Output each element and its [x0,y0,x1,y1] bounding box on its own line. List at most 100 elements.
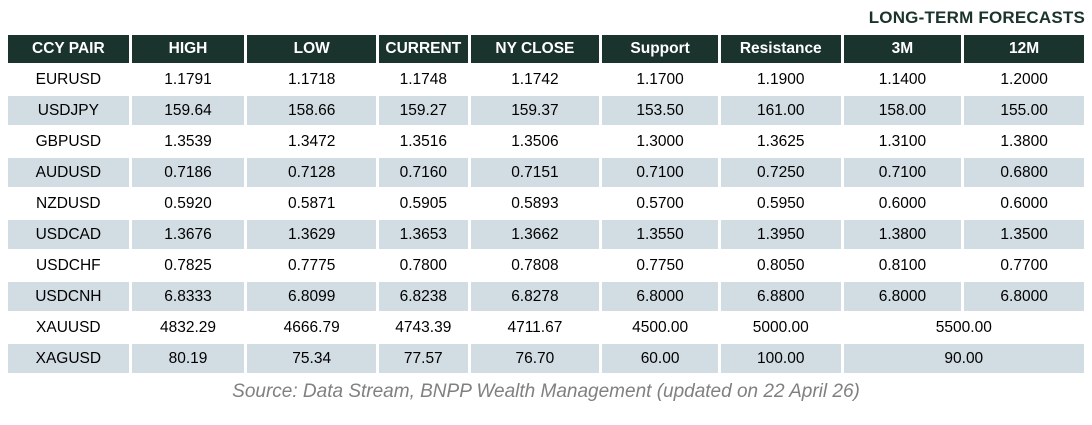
table-row: USDCNH 6.8333 6.8099 6.8238 6.8278 6.8000 6.88… [8,282,1084,311]
value-cell: 1.3653 [379,220,468,249]
value-cell: 161.00 [720,96,841,125]
ccy-pair-cell: AUDUSD [8,158,129,187]
value-cell: 60.00 [602,344,718,373]
column-header-ccy-pair: CCY PAIR [8,35,129,63]
value-cell: 6.8000 [964,282,1084,311]
table-row: GBPUSD 1.3539 1.3472 1.3516 1.3506 1.3000 1.36… [8,127,1084,156]
ccy-pair-cell: NZDUSD [8,189,129,218]
value-cell: 0.5700 [602,189,718,218]
column-header-current: CURRENT [379,35,468,63]
table-row: XAGUSD 80.19 75.34 77.57 76.70 60.00 100.00 90.… [8,344,1084,373]
value-cell: 0.5893 [470,189,600,218]
table-row: NZDUSD 0.5920 0.5871 0.5905 0.5893 0.5700 0.59… [8,189,1084,218]
value-cell: 0.7250 [720,158,841,187]
value-cell: 6.8000 [602,282,718,311]
value-cell: 5000.00 [720,313,841,342]
value-cell: 6.8000 [843,282,962,311]
table-header: CCY PAIR HIGH LOW CURRENT NY CLOSE Suppo… [8,35,1084,63]
value-cell: 0.7800 [379,251,468,280]
value-cell: 0.7151 [470,158,600,187]
value-cell: 0.7808 [470,251,600,280]
value-cell: 1.3625 [720,127,841,156]
value-cell: 1.1748 [379,65,468,94]
value-cell: 0.7775 [247,251,377,280]
value-cell: 0.5950 [720,189,841,218]
column-header-high: HIGH [131,35,245,63]
value-cell: 0.7128 [247,158,377,187]
value-cell: 1.3472 [247,127,377,156]
value-cell: 1.2000 [964,65,1084,94]
ccy-pair-cell: XAUUSD [8,313,129,342]
header-row: CCY PAIR HIGH LOW CURRENT NY CLOSE Suppo… [8,35,1084,63]
column-header-resistance: Resistance [720,35,841,63]
value-cell: 6.8278 [470,282,600,311]
value-cell: 155.00 [964,96,1084,125]
value-cell: 6.8099 [247,282,377,311]
value-cell: 6.8800 [720,282,841,311]
ccy-pair-cell: USDCAD [8,220,129,249]
value-cell: 0.5905 [379,189,468,218]
value-cell: 0.7186 [131,158,245,187]
value-cell: 1.3500 [964,220,1084,249]
table-row: USDCHF 0.7825 0.7775 0.7800 0.7808 0.7750 0.80… [8,251,1084,280]
value-cell: 1.3100 [843,127,962,156]
value-cell: 0.5871 [247,189,377,218]
value-cell: 1.1900 [720,65,841,94]
value-cell: 1.1718 [247,65,377,94]
value-cell: 1.1400 [843,65,962,94]
value-cell: 159.27 [379,96,468,125]
table-row: XAUUSD 4832.29 4666.79 4743.39 4711.67 4500.0… [8,313,1084,342]
page-title: LONG-TERM FORECASTS [868,8,1085,27]
forecast-merged-cell: 90.00 [843,344,1084,373]
table-row: USDJPY 159.64 158.66 159.27 159.37 153.50 161.… [8,96,1084,125]
column-header-ny-close: NY CLOSE [470,35,600,63]
ccy-pair-cell: GBPUSD [8,127,129,156]
value-cell: 158.00 [843,96,962,125]
value-cell: 159.64 [131,96,245,125]
value-cell: 4832.29 [131,313,245,342]
table-body: EURUSD 1.1791 1.1718 1.1748 1.1742 1.1700 1.19… [8,65,1084,373]
column-header-low: LOW [247,35,377,63]
value-cell: 159.37 [470,96,600,125]
value-cell: 0.7750 [602,251,718,280]
forecast-merged-cell: 5500.00 [843,313,1084,342]
value-cell: 0.7100 [602,158,718,187]
ccy-pair-cell: USDJPY [8,96,129,125]
value-cell: 0.6000 [843,189,962,218]
value-cell: 1.3550 [602,220,718,249]
column-header-3m: 3M [843,35,962,63]
ccy-pair-cell: USDCNH [8,282,129,311]
table-row: EURUSD 1.1791 1.1718 1.1748 1.1742 1.1700 1.19… [8,65,1084,94]
value-cell: 80.19 [131,344,245,373]
value-cell: 0.6800 [964,158,1084,187]
value-cell: 1.3676 [131,220,245,249]
value-cell: 4743.39 [379,313,468,342]
value-cell: 0.8100 [843,251,962,280]
value-cell: 0.7825 [131,251,245,280]
value-cell: 6.8333 [131,282,245,311]
value-cell: 0.6000 [964,189,1084,218]
column-header-12m: 12M [964,35,1084,63]
value-cell: 0.7100 [843,158,962,187]
value-cell: 1.3800 [964,127,1084,156]
value-cell: 76.70 [470,344,600,373]
value-cell: 1.3662 [470,220,600,249]
ccy-pair-cell: XAGUSD [8,344,129,373]
value-cell: 100.00 [720,344,841,373]
value-cell: 75.34 [247,344,377,373]
value-cell: 0.8050 [720,251,841,280]
value-cell: 1.1742 [470,65,600,94]
source-caption: Source: Data Stream, BNPP Wealth Managem… [232,381,860,402]
value-cell: 6.8238 [379,282,468,311]
value-cell: 0.7160 [379,158,468,187]
fx-forecast-table: CCY PAIR HIGH LOW CURRENT NY CLOSE Suppo… [5,33,1087,375]
value-cell: 0.5920 [131,189,245,218]
table-row: AUDUSD 0.7186 0.7128 0.7160 0.7151 0.7100 0.72… [8,158,1084,187]
value-cell: 4666.79 [247,313,377,342]
value-cell: 1.1791 [131,65,245,94]
value-cell: 1.3800 [843,220,962,249]
value-cell: 4500.00 [602,313,718,342]
value-cell: 77.57 [379,344,468,373]
value-cell: 4711.67 [470,313,600,342]
